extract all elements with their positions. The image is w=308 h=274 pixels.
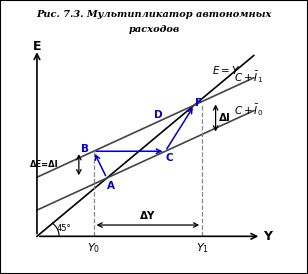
Text: B: B: [81, 144, 89, 154]
Text: A: A: [107, 181, 115, 191]
Text: Y: Y: [263, 230, 272, 243]
Text: ΔI: ΔI: [219, 113, 230, 123]
Text: D: D: [154, 110, 162, 120]
Text: ΔY: ΔY: [140, 211, 156, 221]
Text: $Y_1$: $Y_1$: [196, 241, 209, 255]
Text: Рис. 7.3. Мультипликатор автономных: Рис. 7.3. Мультипликатор автономных: [36, 10, 272, 19]
Text: $C + \bar{I}_1$: $C + \bar{I}_1$: [234, 69, 263, 85]
Text: расходов: расходов: [128, 25, 180, 34]
Text: $C + \bar{I}_0$: $C + \bar{I}_0$: [234, 102, 263, 118]
Text: $E = Y$: $E = Y$: [212, 64, 240, 76]
Text: F: F: [195, 98, 202, 108]
Text: $Y_0$: $Y_0$: [87, 241, 100, 255]
Text: C: C: [166, 153, 174, 163]
Text: ΔE=ΔI: ΔE=ΔI: [30, 160, 58, 169]
Text: 45°: 45°: [57, 224, 71, 233]
Text: E: E: [33, 40, 41, 53]
